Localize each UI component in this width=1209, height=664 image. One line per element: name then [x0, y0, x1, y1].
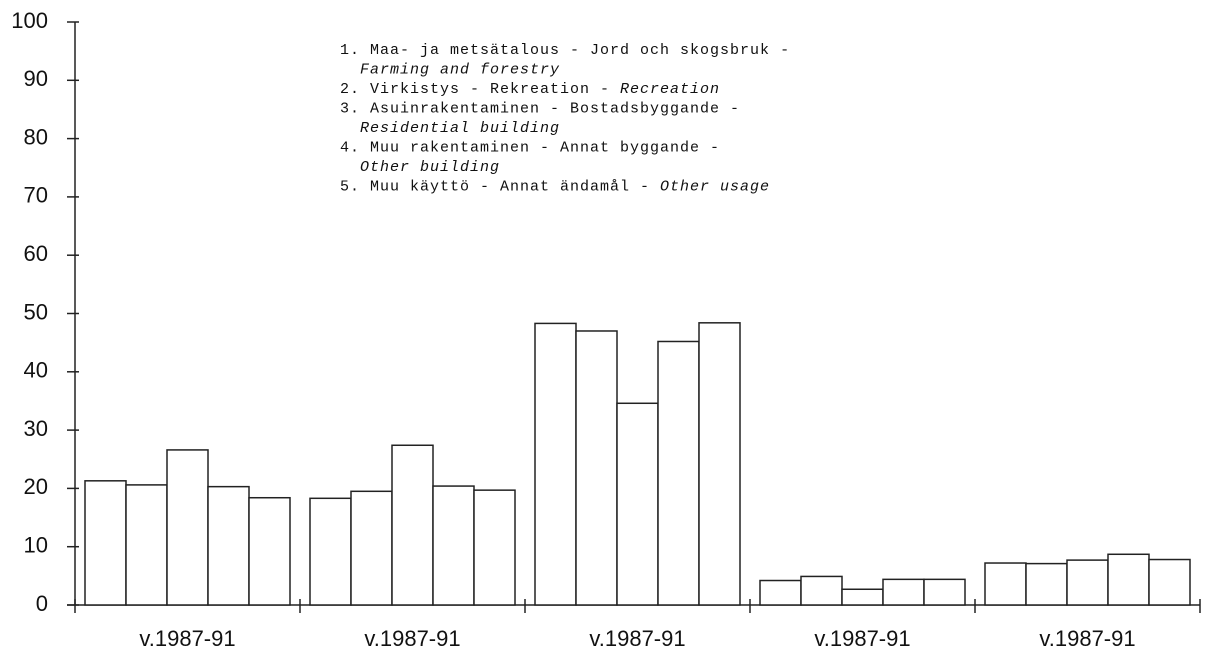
x-tick-label: v.1987-91: [589, 626, 685, 651]
bar: [575, 330, 618, 606]
bar: [350, 490, 393, 606]
y-tick-label: 40: [24, 358, 48, 383]
annotation-text: 2. Virkistys - Rekreation -: [340, 81, 620, 98]
annotation-italic: Farming and forestry: [360, 61, 560, 78]
bar: [248, 496, 291, 606]
annotation-line: Residential building: [360, 120, 560, 137]
annotation-text: 5. Muu käyttö - Annat ändamål -: [340, 178, 660, 195]
bar: [84, 480, 127, 606]
annotation-italic: Other building: [360, 159, 500, 176]
bar: [473, 489, 516, 606]
y-tick-label: 30: [24, 416, 48, 441]
annotation-text: 4. Muu rakentaminen - Annat byggande -: [340, 139, 720, 156]
bar: [309, 497, 352, 606]
bar: [125, 484, 168, 606]
y-tick-label: 20: [24, 474, 48, 499]
annotation-text: 1. Maa- ja metsätalous - Jord och skogsb…: [340, 42, 790, 59]
bar: [616, 402, 659, 606]
x-tick-label: v.1987-91: [364, 626, 460, 651]
y-tick-label: 70: [24, 183, 48, 208]
y-tick-label: 80: [24, 124, 48, 149]
y-tick-label: 60: [24, 241, 48, 266]
annotation-line: 3. Asuinrakentaminen - Bostadsbyggande -: [340, 100, 740, 117]
annotation-line: 5. Muu käyttö - Annat ändamål - Other us…: [340, 178, 770, 195]
annotation: 1. Maa- ja metsätalous - Jord och skogsb…: [340, 42, 790, 196]
bar: [534, 322, 577, 606]
bar: [882, 578, 925, 606]
bar: [1066, 559, 1109, 606]
bar: [1148, 558, 1191, 606]
bar: [1107, 553, 1150, 606]
bar: [166, 449, 209, 606]
annotation-line: Other building: [360, 159, 500, 176]
bar: [984, 562, 1027, 606]
bar: [800, 575, 843, 606]
x-tick-label: v.1987-91: [1039, 626, 1135, 651]
annotation-italic: Residential building: [360, 120, 560, 137]
annotation-italic: Recreation: [620, 81, 720, 98]
bar: [698, 322, 741, 606]
bar: [432, 485, 475, 606]
bar: [207, 485, 250, 606]
annotation-italic: Other usage: [660, 178, 770, 195]
annotation-line: 4. Muu rakentaminen - Annat byggande -: [340, 139, 720, 156]
bar: [841, 588, 884, 606]
annotation-line: 1. Maa- ja metsätalous - Jord och skogsb…: [340, 42, 790, 59]
y-tick-label: 100: [11, 8, 48, 33]
x-tick-label: v.1987-91: [814, 626, 910, 651]
x-tick-label: v.1987-91: [139, 626, 235, 651]
bar: [657, 340, 700, 606]
bar: [759, 579, 802, 606]
bar: [923, 578, 966, 606]
annotation-line: Farming and forestry: [360, 61, 560, 78]
y-tick-label: 0: [36, 591, 48, 616]
y-tick-label: 50: [24, 299, 48, 324]
annotation-line: 2. Virkistys - Rekreation - Recreation: [340, 81, 720, 98]
annotation-text: 3. Asuinrakentaminen - Bostadsbyggande -: [340, 100, 740, 117]
y-tick-label: 10: [24, 533, 48, 558]
y-tick-label: 90: [24, 66, 48, 91]
bar: [1025, 562, 1068, 606]
bar: [391, 444, 434, 606]
